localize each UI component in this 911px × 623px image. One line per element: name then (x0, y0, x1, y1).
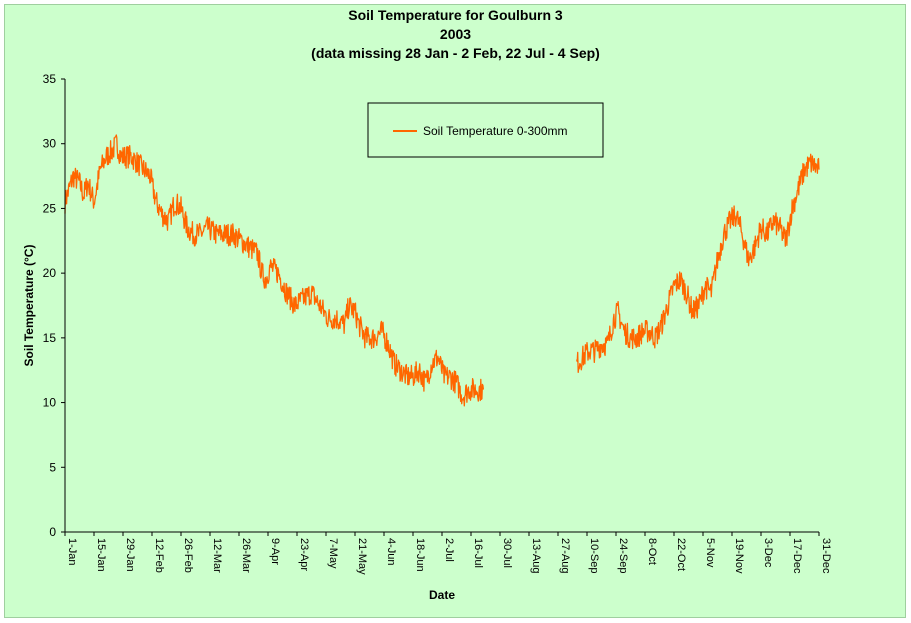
y-axis-label: Soil Temperature (°C) (22, 245, 36, 367)
x-tick-label: 22-Oct (675, 538, 687, 571)
x-tick-label: 17-Dec (791, 538, 803, 574)
x-tick-label: 15-Jan (95, 538, 107, 572)
x-tick-label: 12-Feb (153, 538, 165, 573)
x-tick-label: 21-May (356, 538, 368, 575)
x-tick-label: 7-May (327, 538, 339, 569)
x-axis-label: Date (429, 588, 455, 602)
x-tick-label: 19-Nov (733, 538, 745, 574)
x-tick-label: 3-Dec (762, 538, 774, 568)
y-tick-label: 10 (43, 396, 57, 410)
y-tick-label: 5 (49, 460, 56, 474)
x-tick-label: 8-Oct (646, 538, 658, 565)
x-tick-label: 10-Sep (588, 538, 600, 573)
x-tick-label: 24-Sep (617, 538, 629, 573)
x-tick-label: 23-Apr (298, 538, 310, 571)
chart-frame (4, 4, 906, 618)
y-tick-label: 30 (43, 137, 57, 151)
chart-title: Soil Temperature for Goulburn 3 (348, 7, 563, 23)
x-tick-label: 4-Jun (385, 538, 397, 566)
chart-note: (data missing 28 Jan - 2 Feb, 22 Jul - 4… (311, 45, 600, 61)
y-tick-label: 25 (43, 201, 57, 215)
x-tick-label: 13-Aug (530, 538, 542, 573)
legend-box (367, 102, 604, 158)
x-tick-label: 12-Mar (211, 538, 223, 573)
x-tick-label: 5-Nov (704, 538, 716, 568)
x-tick-label: 27-Aug (559, 538, 571, 573)
x-tick-label: 16-Jul (472, 538, 484, 568)
y-tick-label: 20 (43, 266, 57, 280)
series-line-segment (575, 153, 820, 374)
y-tick-label: 15 (43, 331, 57, 345)
chart-subtitle: 2003 (439, 26, 472, 42)
legend-label: Soil Temperature 0-300mm (423, 124, 568, 138)
x-tick-label: 26-Feb (182, 538, 194, 573)
x-tick-label: 30-Jul (501, 538, 513, 568)
y-tick-label: 0 (49, 525, 56, 539)
x-tick-label: 9-Apr (269, 538, 281, 565)
x-tick-label: 1-Jan (66, 538, 78, 566)
x-tick-label: 29-Jan (124, 538, 136, 572)
y-tick-label: 35 (43, 72, 57, 86)
series-line-segment (64, 134, 485, 407)
chart-titles: Soil Temperature for Goulburn 3 2003 (da… (0, 6, 911, 63)
x-tick-label: 2-Jul (443, 538, 455, 562)
x-tick-label: 31-Dec (820, 538, 832, 574)
x-tick-label: 26-Mar (240, 538, 252, 573)
x-tick-label: 18-Jun (414, 538, 426, 572)
